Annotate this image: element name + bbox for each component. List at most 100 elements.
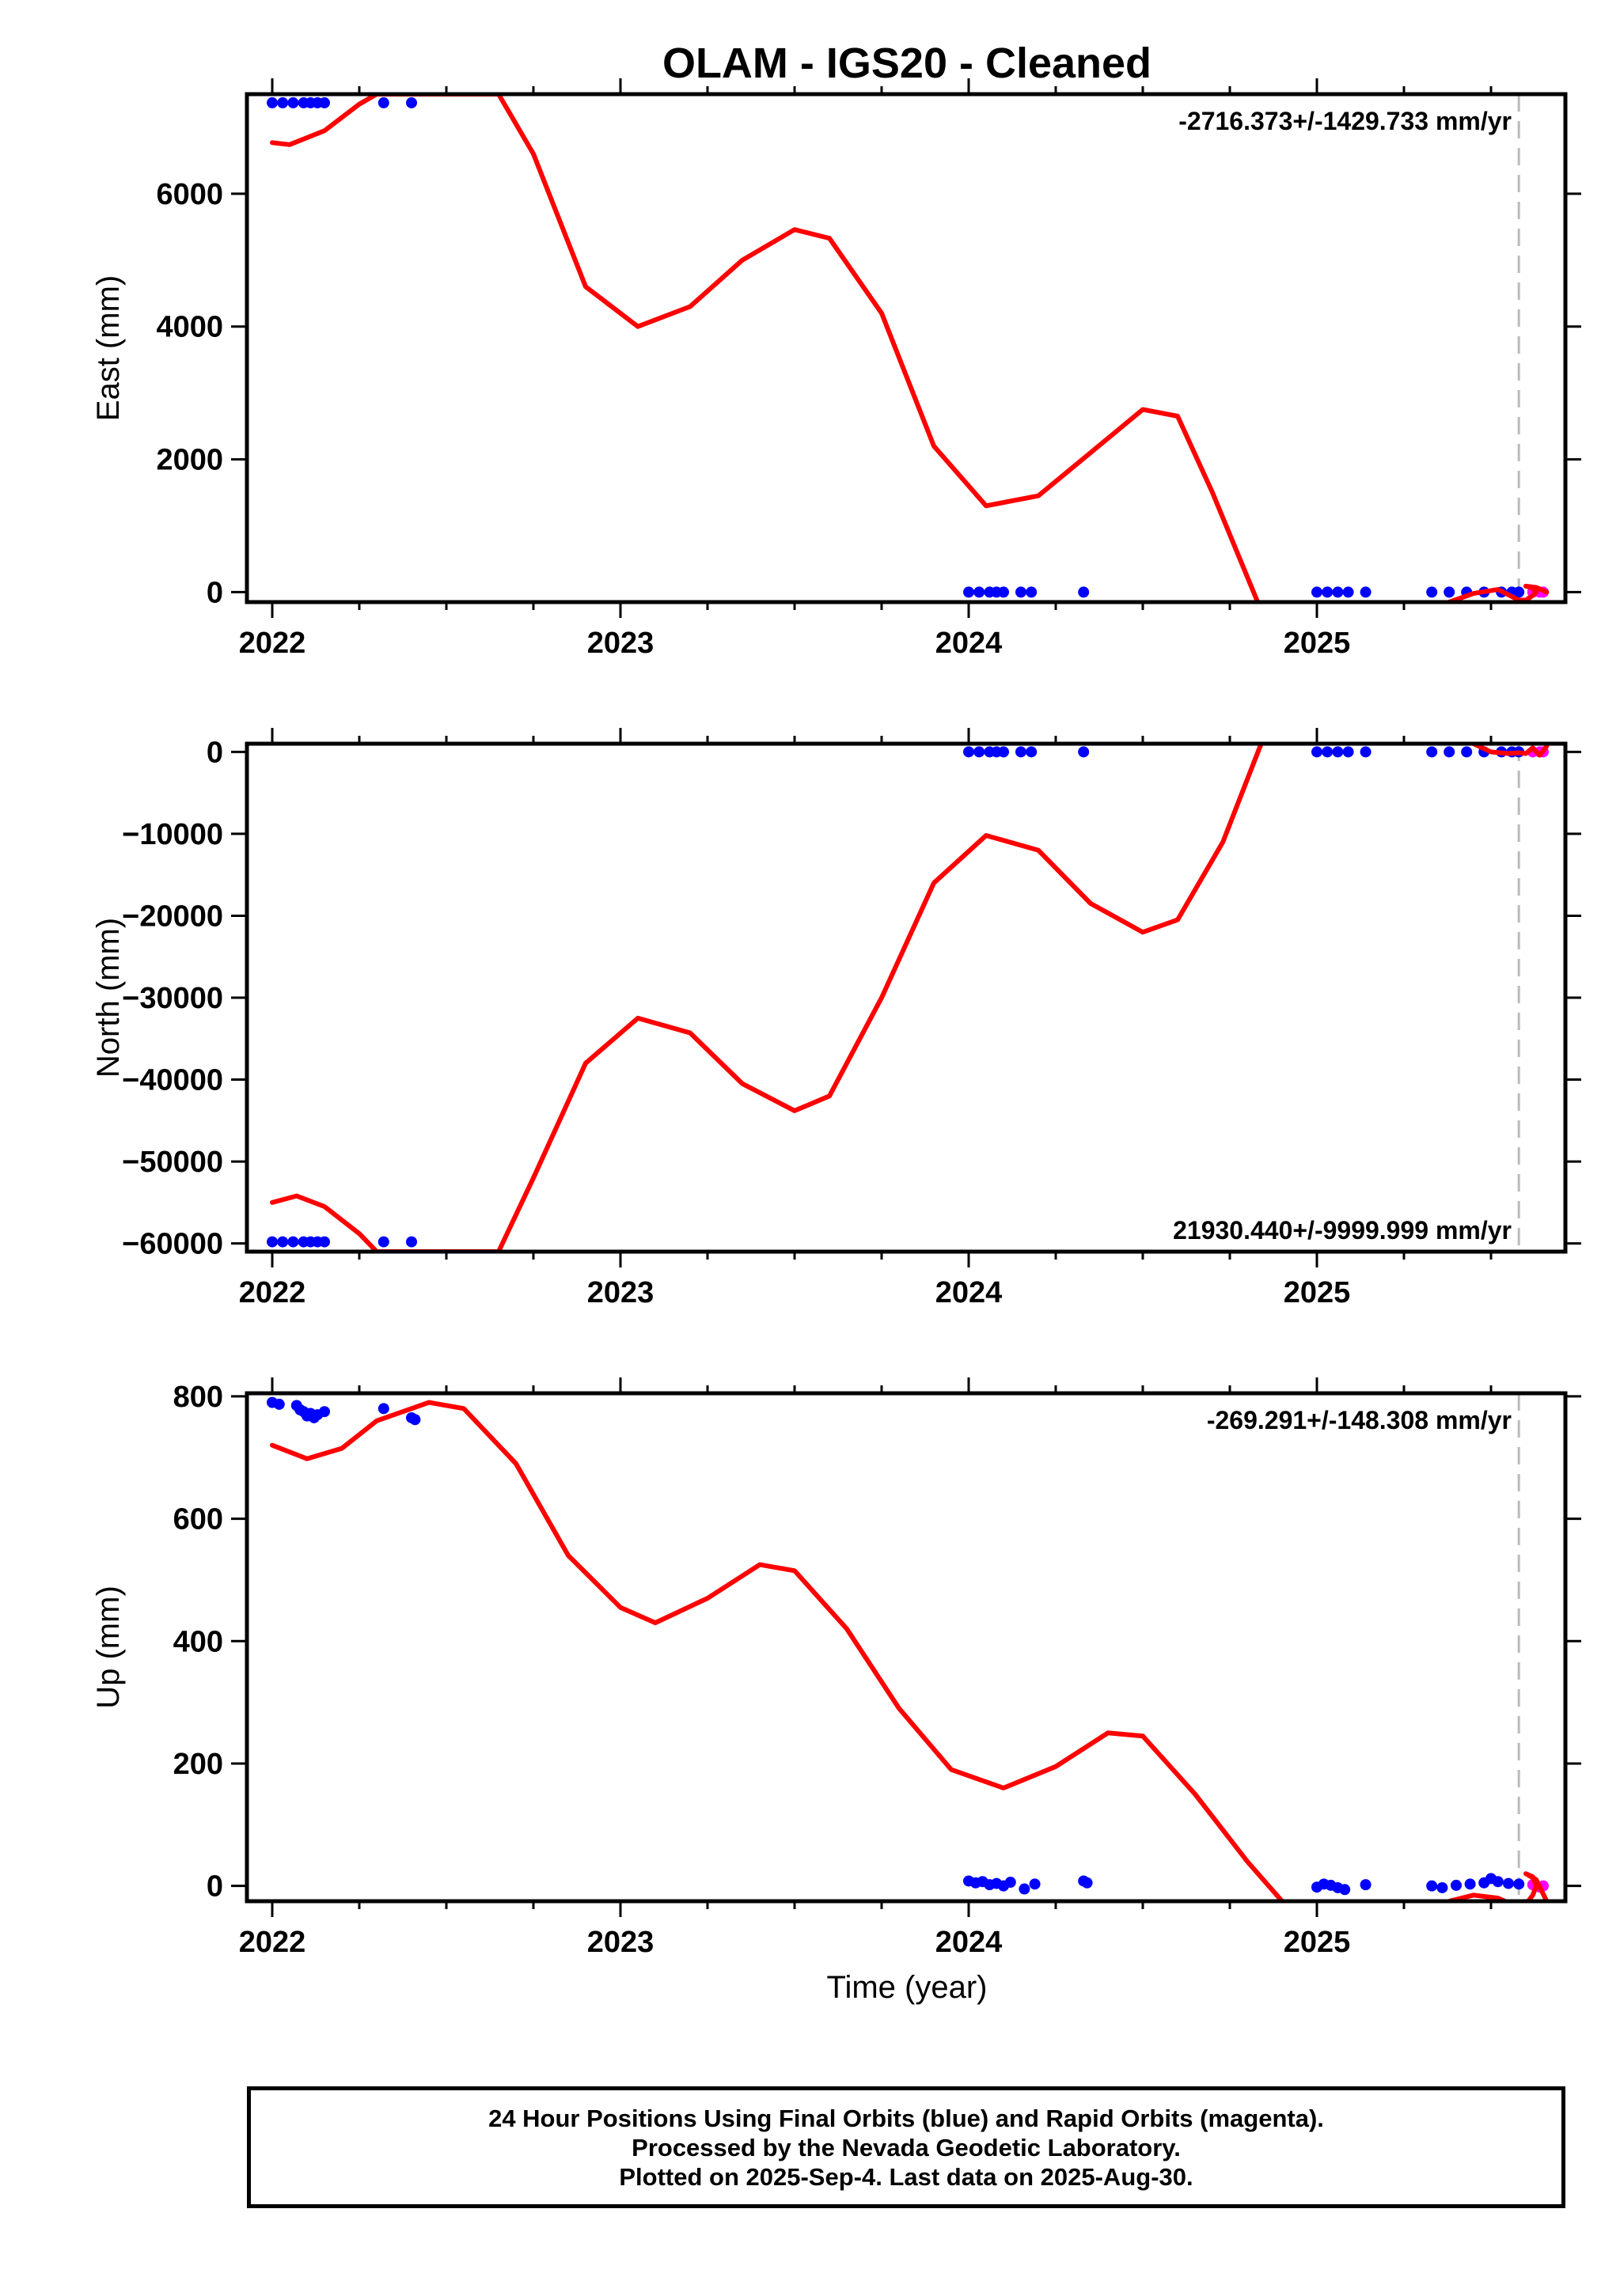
model-fit-curve-tail — [1447, 583, 1550, 602]
final-orbit-point — [267, 1236, 278, 1248]
final-orbit-point — [1342, 746, 1354, 758]
final-orbit-point — [1019, 1883, 1030, 1895]
final-orbit-point — [1492, 1876, 1504, 1888]
final-orbit-point — [1311, 586, 1322, 598]
x-axis-label: Time (year) — [827, 1970, 988, 2005]
x-tick-label: 2022 — [239, 627, 306, 660]
final-orbit-point — [409, 1414, 421, 1426]
y-tick-label: 6000 — [156, 178, 223, 211]
final-orbit-point — [1513, 586, 1525, 598]
final-orbit-point — [1015, 586, 1026, 598]
final-orbit-point — [1026, 746, 1038, 758]
final-orbit-point — [377, 1236, 389, 1248]
panel-2: 2022 2023 2024 2025 0 −10000 −20000 −30000 −4000… — [91, 728, 1581, 1309]
y-tick-label: 4000 — [156, 311, 223, 344]
y-tick-label: 0 — [207, 576, 223, 609]
model-fit-curve-tail — [1471, 744, 1550, 758]
final-orbit-point — [1029, 1878, 1041, 1890]
y-tick-label: 600 — [173, 1503, 223, 1536]
final-orbit-point — [1360, 1879, 1371, 1891]
velocity-rate-label: -2716.373+/-1429.733 mm/yr — [1178, 107, 1512, 135]
final-orbit-point — [1436, 1881, 1448, 1893]
final-orbit-point — [1342, 586, 1354, 598]
y-tick-label: −20000 — [122, 900, 223, 933]
y-axis-label: North (mm) — [91, 918, 126, 1078]
final-orbit-point — [1078, 586, 1090, 598]
footer-line-processed: Processed by the Nevada Geodetic Laborat… — [632, 2133, 1181, 2161]
panel-frame — [245, 92, 1568, 604]
final-orbit-point — [277, 1236, 289, 1248]
plot-area — [267, 744, 1550, 1252]
x-tick-label: 2023 — [587, 627, 654, 660]
x-tick-label: 2025 — [1284, 1276, 1351, 1309]
x-tick-label: 2023 — [587, 1926, 654, 1959]
model-fit-curve — [270, 94, 1261, 602]
panel-frame — [245, 741, 1568, 1254]
y-tick-label: −60000 — [122, 1228, 223, 1261]
final-orbit-point — [973, 746, 985, 758]
final-orbit-point — [1078, 746, 1090, 758]
final-orbit-point — [406, 1236, 417, 1248]
final-orbit-point — [1360, 746, 1371, 758]
final-orbit-point — [1426, 586, 1438, 598]
final-orbit-point — [998, 586, 1009, 598]
x-tick-label: 2025 — [1284, 627, 1351, 660]
y-tick-label: 800 — [173, 1381, 223, 1414]
final-orbit-point — [1464, 1878, 1476, 1890]
final-orbit-point — [1426, 746, 1438, 758]
final-orbit-point — [1004, 1877, 1016, 1889]
x-tick-label: 2024 — [935, 627, 1003, 660]
x-tick-label: 2024 — [935, 1276, 1003, 1309]
y-tick-label: 2000 — [156, 444, 223, 477]
final-orbit-point — [1360, 586, 1371, 598]
model-fit-curve-tail — [1447, 1871, 1550, 1901]
final-orbit-point — [1451, 1879, 1462, 1891]
velocity-rate-label: -269.291+/-148.308 mm/yr — [1207, 1406, 1512, 1434]
y-tick-label: −50000 — [122, 1146, 223, 1179]
final-orbit-point — [267, 97, 278, 108]
final-orbit-point — [963, 586, 974, 598]
final-orbit-point — [1026, 586, 1038, 598]
panel-3: 2022 2023 2024 2025 0 200 400 600 800 Up (mm) -269… — [91, 1377, 1581, 1959]
final-orbit-point — [377, 1403, 389, 1415]
final-orbit-point — [1081, 1877, 1093, 1889]
y-tick-label: −40000 — [122, 1064, 223, 1097]
footer-line-orbits: 24 Hour Positions Using Final Orbits (bl… — [488, 2104, 1324, 2132]
y-tick-label: 0 — [207, 736, 223, 769]
y-tick-label: 200 — [173, 1748, 223, 1781]
panel-1: 2022 2023 2024 2025 0 2000 4000 6000 East (mm) -2… — [91, 78, 1581, 660]
final-orbit-point — [319, 1236, 330, 1248]
final-orbit-point — [1015, 746, 1026, 758]
model-fit-curve — [270, 744, 1264, 1252]
final-orbit-point — [1322, 586, 1334, 598]
plot-area — [267, 94, 1550, 602]
final-orbit-point — [1444, 586, 1455, 598]
model-fit-curve — [270, 1400, 1284, 1901]
final-orbit-point — [406, 97, 417, 108]
x-tick-label: 2023 — [587, 1276, 654, 1309]
final-orbit-point — [273, 1398, 285, 1410]
final-orbit-point — [319, 1406, 330, 1418]
x-tick-label: 2024 — [935, 1926, 1003, 1959]
y-tick-label: −30000 — [122, 982, 223, 1015]
x-tick-label: 2022 — [239, 1926, 306, 1959]
final-orbit-point — [1332, 586, 1344, 598]
y-tick-label: 0 — [207, 1870, 223, 1904]
final-orbit-point — [1426, 1880, 1438, 1892]
final-orbit-point — [973, 586, 985, 598]
footer-line-plotted: Plotted on 2025-Sep-4. Last data on 2025… — [619, 2162, 1193, 2191]
y-tick-label: −10000 — [122, 818, 223, 851]
final-orbit-point — [1503, 1877, 1514, 1889]
x-tick-label: 2022 — [239, 1276, 306, 1309]
footer-caption-box: 24 Hour Positions Using Final Orbits (bl… — [247, 2086, 1565, 2208]
x-tick-label: 2025 — [1284, 1926, 1351, 1959]
y-tick-label: 400 — [173, 1625, 223, 1658]
final-orbit-point — [963, 746, 974, 758]
final-orbit-point — [1322, 746, 1334, 758]
final-orbit-point — [319, 97, 330, 108]
figure-title: OLAM - IGS20 - Cleaned — [662, 40, 1151, 87]
final-orbit-point — [287, 97, 299, 108]
final-orbit-point — [1339, 1884, 1351, 1896]
